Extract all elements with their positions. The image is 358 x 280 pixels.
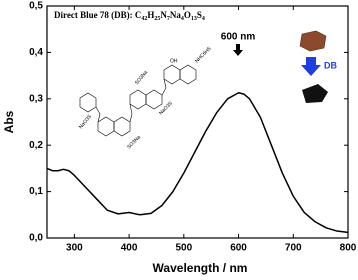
dye-annotation: DB [324, 60, 337, 70]
formula-part: 4 [202, 16, 205, 22]
y-axis-label: Abs [2, 110, 16, 133]
formula-part: 13 [191, 16, 197, 22]
structure-label: OH [170, 58, 178, 64]
down-arrow [301, 57, 321, 76]
y-tick-label: 0,5 [29, 1, 43, 12]
formula-part: 25 [154, 16, 160, 22]
raw-icon [299, 30, 327, 52]
structure-label: SO3Na [126, 134, 142, 150]
formula-part: 42 [141, 16, 147, 22]
y-tick-label: 0,4 [29, 47, 43, 58]
formula-part: S [197, 10, 202, 20]
y-tick-label: 0,2 [29, 140, 43, 151]
formula-part: C [135, 10, 142, 20]
x-tick-label: 600 [230, 243, 247, 254]
y-tick-label: 0,0 [29, 233, 43, 244]
x-axis-label: Wavelength / nm [153, 261, 248, 275]
series-line [46, 92, 349, 234]
peak-arrow [233, 44, 243, 56]
structure-label: SO3Na [134, 70, 149, 87]
y-tick-label: 0,1 [29, 186, 43, 197]
structure [79, 64, 197, 137]
x-tick-label: 300 [66, 243, 83, 254]
formula-part: 7 [167, 16, 170, 22]
formula-part: O [184, 10, 191, 20]
plot-frame [46, 5, 349, 239]
x-tick-label: 700 [285, 243, 302, 254]
x-tick-label: 800 [340, 243, 357, 254]
structure-label: NaO3S [78, 113, 94, 130]
structure-label: NHC6H5 [194, 46, 213, 65]
formula-part: N [160, 10, 167, 20]
peak-annotation: 600 nm [221, 32, 256, 43]
formula-part: Na [170, 10, 181, 20]
y-tick-label: 0,3 [29, 93, 43, 104]
dyed-icon [302, 84, 328, 103]
structure-label: NaO3S [158, 100, 174, 116]
x-tick-label: 400 [121, 243, 138, 254]
chart-title: Direct Blue 78 (DB): C42H25N7Na4O13S4 [54, 10, 205, 22]
formula-part: 4 [181, 16, 184, 22]
formula-part: H [147, 10, 154, 20]
title-text: Direct Blue 78 (DB): [54, 10, 135, 20]
x-tick-label: 500 [175, 243, 192, 254]
